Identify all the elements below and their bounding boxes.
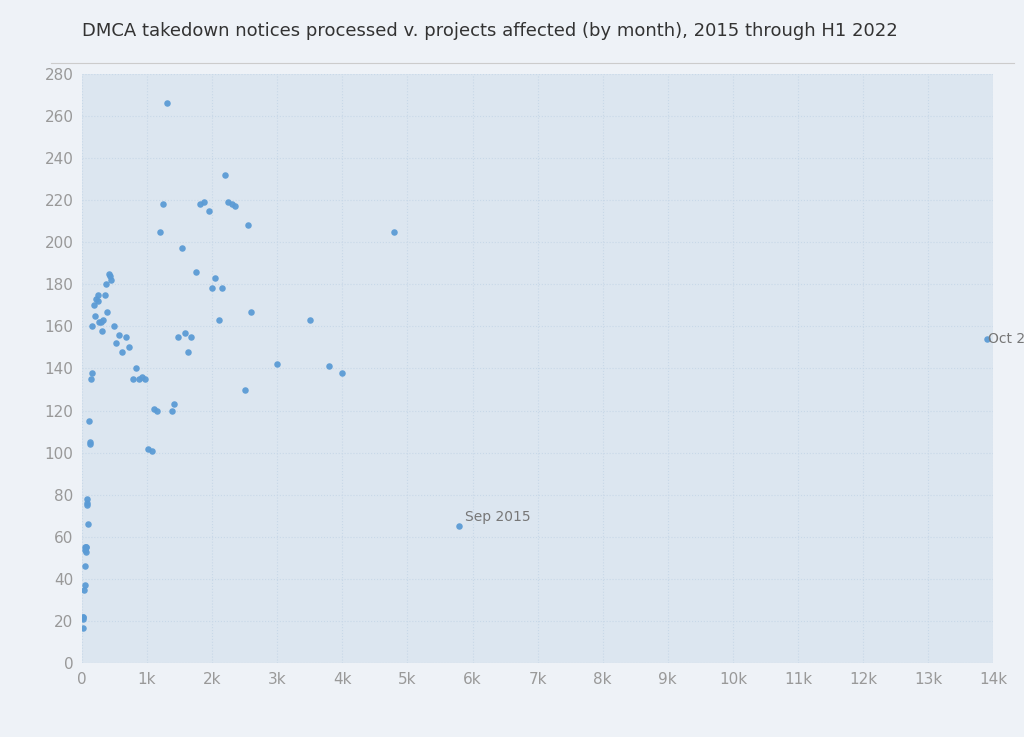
Point [155, 198, 171, 210]
Point [131, 373, 147, 385]
Point [83, 373, 99, 385]
Point [979, 333, 995, 345]
Text: DMCA takedown notices processed v. projects affected (by month), 2015 through H1: DMCA takedown notices processed v. proje… [82, 22, 898, 40]
Text: Sep 2015: Sep 2015 [465, 509, 530, 523]
Point [75, 613, 91, 625]
Point [211, 314, 227, 326]
Point [204, 282, 220, 294]
Point [77, 546, 93, 558]
Point [95, 314, 112, 326]
Point [197, 196, 213, 208]
Point [79, 493, 95, 505]
Point [173, 242, 189, 254]
Point [133, 371, 150, 383]
Point [98, 279, 115, 290]
Point [77, 561, 93, 573]
Point [243, 306, 259, 318]
Point [183, 331, 200, 343]
Point [269, 358, 286, 370]
Point [77, 544, 93, 556]
Point [207, 272, 223, 284]
Point [148, 405, 165, 416]
Point [89, 289, 105, 301]
Point [223, 198, 240, 210]
Point [94, 325, 111, 337]
Point [75, 611, 91, 623]
Point [100, 268, 117, 279]
Point [164, 405, 180, 416]
Point [193, 198, 209, 210]
Point [118, 331, 134, 343]
Point [85, 299, 101, 311]
Point [176, 326, 193, 338]
Point [82, 439, 98, 450]
Point [80, 518, 96, 530]
Point [114, 346, 130, 357]
Point [79, 500, 95, 511]
Point [214, 282, 230, 294]
Point [226, 200, 243, 212]
Point [170, 331, 186, 343]
Point [91, 316, 108, 328]
Point [140, 443, 157, 455]
Point [87, 310, 103, 322]
Point [334, 367, 350, 379]
Point [76, 584, 92, 595]
Point [143, 444, 160, 456]
Point [88, 293, 104, 305]
Point [145, 402, 162, 414]
Point [81, 415, 97, 427]
Point [82, 436, 98, 448]
Point [152, 226, 168, 237]
Point [103, 274, 120, 286]
Point [121, 341, 137, 353]
Point [99, 306, 116, 318]
Point [302, 314, 318, 326]
Point [79, 497, 95, 509]
Point [180, 346, 197, 357]
Text: Oct 2020: Oct 2020 [987, 332, 1024, 346]
Point [78, 542, 94, 553]
Point [240, 220, 256, 231]
Point [96, 289, 113, 301]
Point [92, 316, 109, 328]
Point [84, 321, 100, 332]
Point [386, 226, 402, 237]
Point [166, 399, 182, 411]
Point [128, 363, 144, 374]
Point [452, 520, 468, 532]
Point [101, 270, 118, 282]
Point [105, 321, 122, 332]
Point [125, 373, 141, 385]
Point [159, 97, 175, 109]
Point [90, 296, 106, 307]
Point [137, 373, 154, 385]
Point [187, 266, 204, 278]
Point [111, 329, 127, 340]
Point [220, 196, 237, 208]
Point [201, 205, 217, 217]
Point [77, 579, 93, 591]
Point [78, 542, 94, 553]
Point [322, 360, 338, 372]
Point [217, 169, 233, 181]
Point [84, 367, 100, 379]
Point [77, 542, 93, 553]
Point [237, 384, 253, 396]
Point [109, 338, 125, 349]
Point [75, 621, 91, 633]
Point [75, 611, 91, 623]
